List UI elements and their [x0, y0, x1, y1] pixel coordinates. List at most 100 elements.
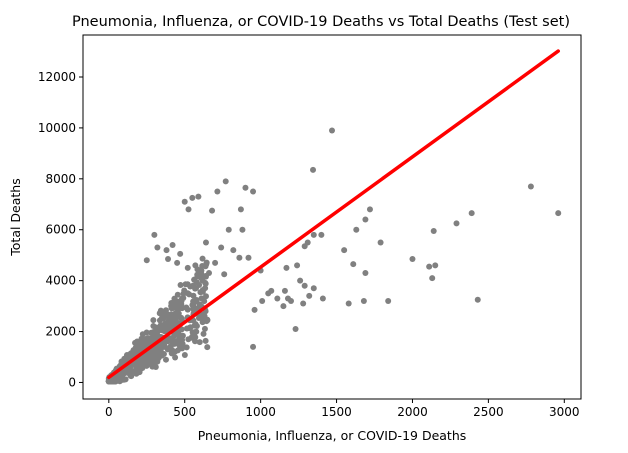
data-point	[202, 337, 209, 344]
data-point	[119, 375, 126, 382]
data-point	[245, 254, 252, 261]
data-point	[204, 344, 211, 351]
data-point	[191, 276, 198, 283]
regression-line	[107, 49, 560, 380]
data-point	[180, 295, 187, 302]
chart-title: Pneumonia, Influenza, or COVID-19 Deaths…	[72, 14, 570, 30]
data-point	[281, 287, 288, 294]
data-point	[143, 257, 150, 264]
data-point	[274, 295, 281, 302]
data-point	[197, 274, 204, 281]
data-point	[196, 339, 203, 346]
data-point	[195, 193, 202, 200]
data-point	[128, 373, 135, 380]
data-point	[167, 343, 174, 350]
data-point	[173, 311, 180, 318]
data-point	[300, 300, 307, 307]
data-point	[268, 287, 275, 294]
data-point	[288, 298, 295, 304]
data-point	[214, 188, 221, 195]
data-point	[377, 239, 384, 246]
data-point	[203, 293, 210, 300]
x-tick-label: 1000	[245, 405, 276, 419]
data-point	[185, 206, 192, 213]
data-point	[133, 368, 140, 375]
data-point	[360, 298, 367, 304]
data-point	[157, 322, 164, 329]
data-point	[160, 351, 167, 358]
data-point	[310, 166, 317, 173]
data-point	[345, 300, 352, 307]
data-point	[171, 340, 178, 347]
data-point	[163, 247, 170, 254]
data-point	[366, 206, 373, 213]
data-point	[200, 330, 207, 337]
x-tick-label: 3000	[549, 405, 580, 419]
data-point	[165, 256, 172, 262]
data-point	[156, 310, 163, 317]
data-point	[306, 292, 313, 299]
data-point	[218, 244, 225, 251]
data-point	[204, 317, 211, 324]
data-point	[362, 216, 369, 223]
data-point	[198, 267, 205, 274]
data-point	[318, 231, 325, 238]
plot-frame	[82, 34, 582, 400]
data-point	[222, 178, 229, 185]
data-point	[197, 289, 204, 296]
data-point	[430, 228, 437, 234]
x-tick-label: 2500	[473, 405, 504, 419]
data-point	[527, 183, 534, 190]
data-point	[149, 352, 156, 359]
data-point	[163, 310, 170, 317]
y-tick-label: 4000	[45, 274, 76, 288]
data-point	[409, 256, 416, 262]
data-point	[209, 207, 216, 214]
data-point	[172, 354, 179, 361]
data-point	[127, 350, 134, 357]
data-point	[319, 295, 326, 302]
data-point	[184, 264, 191, 271]
data-point	[151, 360, 158, 367]
data-point	[199, 255, 206, 262]
data-point	[174, 291, 181, 298]
plot-area	[105, 49, 562, 385]
y-axis-label: Total Deaths	[8, 178, 23, 256]
data-point	[202, 239, 209, 246]
data-point	[283, 264, 290, 271]
data-point	[193, 285, 200, 292]
x-tick-label: 0	[105, 405, 113, 419]
data-point	[189, 194, 196, 201]
data-point	[183, 344, 190, 351]
data-point	[175, 330, 182, 337]
y-tick-label: 2000	[45, 325, 76, 339]
data-point	[242, 184, 249, 191]
data-point	[203, 261, 210, 268]
data-point	[155, 352, 162, 359]
data-point	[385, 298, 392, 304]
data-point	[127, 363, 134, 370]
data-point	[186, 291, 193, 298]
data-point	[147, 338, 154, 345]
x-axis-label: Pneumonia, Influenza, or COVID-19 Deaths	[198, 428, 467, 443]
data-point	[151, 231, 158, 238]
data-point	[165, 317, 172, 324]
data-point	[199, 312, 206, 319]
data-point	[225, 226, 232, 233]
x-tick-label: 500	[173, 405, 196, 419]
data-point	[474, 296, 481, 303]
data-point	[237, 206, 244, 213]
data-point	[150, 322, 157, 329]
data-point	[160, 341, 167, 348]
data-point	[141, 336, 148, 343]
data-point	[230, 247, 237, 254]
data-point	[294, 262, 301, 269]
x-axis: 0 500 1000 1500 2000 2500 3000	[105, 399, 580, 419]
data-point	[250, 188, 257, 195]
data-point	[192, 262, 199, 269]
data-point	[362, 270, 369, 276]
x-tick-label: 2000	[397, 405, 428, 419]
data-point	[310, 285, 317, 292]
data-point	[239, 226, 246, 233]
data-point	[110, 377, 117, 384]
